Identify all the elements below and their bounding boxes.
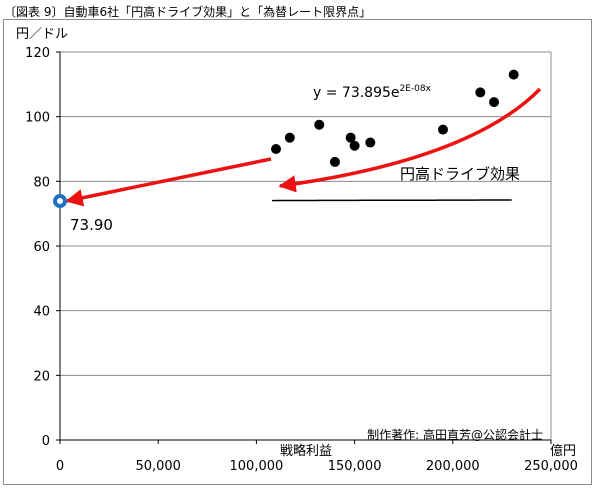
intercept-label: 73.90 <box>70 216 113 234</box>
trendline <box>272 199 512 202</box>
equation-exponent: 2E-08x <box>400 84 432 94</box>
data-point <box>365 137 376 148</box>
axes: 0 20 40 60 80 100 120 0 50,000 100,000 150,000 200,… <box>25 46 578 474</box>
data-point <box>345 132 356 143</box>
intercept-marker <box>53 194 67 209</box>
x-tick-label: 150,000 <box>328 459 382 474</box>
data-point <box>508 69 519 80</box>
grid-lines <box>60 51 552 440</box>
equation-main: y = 73.895e <box>313 85 400 101</box>
x-tick-label: 50,000 <box>135 459 181 474</box>
x-tick-label: 200,000 <box>426 459 480 474</box>
x-axis-label: 戦略利益 <box>280 443 332 459</box>
y-tick-label: 0 <box>42 434 50 449</box>
annotation-text: 円高ドライブ効果 <box>400 165 520 183</box>
data-point <box>349 140 360 151</box>
data-point <box>475 87 486 98</box>
figure-title: 〔図表 9〕自動車6社「円高ドライブ効果」と「為替レート限界点」 <box>4 5 372 19</box>
data-point <box>271 144 282 154</box>
x-axis-unit: 億円 <box>550 443 576 459</box>
x-tick-label: 250,000 <box>524 459 578 474</box>
trendline-group <box>272 199 512 202</box>
data-points <box>271 69 519 167</box>
y-tick-label: 120 <box>25 46 50 61</box>
chart-frame <box>3 19 592 485</box>
x-tick-label: 100,000 <box>230 459 284 474</box>
y-tick-label: 60 <box>33 240 50 255</box>
y-tick-label: 80 <box>33 175 50 190</box>
x-tick-label: 0 <box>56 459 64 474</box>
data-point <box>314 119 325 130</box>
data-point <box>329 156 340 167</box>
y-tick-label: 100 <box>25 111 50 126</box>
data-point <box>284 132 295 143</box>
annotation-arrow-lower <box>278 87 542 193</box>
equation-label: y = 73.895e2E-08x <box>313 84 432 101</box>
annotation-arrow-upper <box>65 157 272 207</box>
y-axis-label: 円／ドル <box>16 27 68 42</box>
credit-text: 制作著作: 高田直芳@公認会計士 <box>367 427 543 442</box>
y-tick-label: 40 <box>33 305 50 320</box>
y-tick-label: 20 <box>33 369 50 384</box>
data-point <box>489 97 500 108</box>
data-point <box>437 124 448 135</box>
